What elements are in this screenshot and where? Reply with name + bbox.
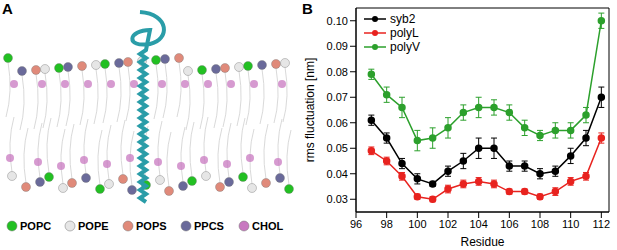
html-text:syb2: syb2: [390, 12, 416, 26]
svg-text:106: 106: [500, 218, 518, 230]
svg-text:100: 100: [408, 218, 426, 230]
svg-text:rms fluctuation [nm]: rms fluctuation [nm]: [303, 58, 317, 163]
html-text:polyL: polyL: [390, 26, 419, 40]
html-text:B: B: [302, 0, 313, 17]
svg-text:Residue: Residue: [460, 235, 504, 249]
svg-text:98: 98: [381, 218, 393, 230]
svg-text:96: 96: [350, 218, 362, 230]
svg-text:0.03: 0.03: [327, 193, 348, 205]
svg-text:102: 102: [439, 218, 457, 230]
svg-text:0.08: 0.08: [327, 66, 348, 78]
html-text:polyV: polyV: [390, 40, 420, 54]
svg-text:CHOL: CHOL: [252, 220, 283, 232]
svg-text:108: 108: [531, 218, 549, 230]
svg-text:0.06: 0.06: [327, 117, 348, 129]
svg-text:POPC: POPC: [20, 220, 51, 232]
svg-text:0.05: 0.05: [327, 142, 348, 154]
svg-text:110: 110: [562, 218, 580, 230]
svg-text:112: 112: [593, 218, 611, 230]
svg-text:0.10: 0.10: [327, 15, 348, 27]
svg-text:0.09: 0.09: [327, 40, 348, 52]
svg-text:A: A: [2, 0, 13, 17]
svg-text:104: 104: [469, 218, 487, 230]
svg-text:0.07: 0.07: [327, 91, 348, 103]
svg-text:0.04: 0.04: [327, 168, 348, 180]
svg-text:POPE: POPE: [78, 220, 109, 232]
svg-text:POPS: POPS: [136, 220, 167, 232]
svg-text:PPCS: PPCS: [194, 220, 224, 232]
